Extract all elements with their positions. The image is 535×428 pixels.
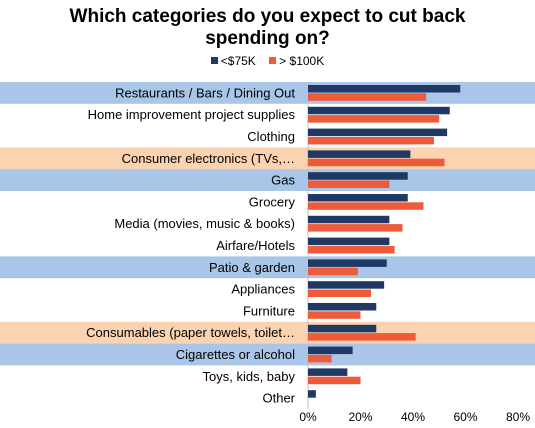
bar-under-75k-appliances [308,281,385,289]
bar-under-75k-grocery [308,194,408,202]
bar-under-75k-airfare-hotels [308,237,390,246]
bar-over-100k-media-movies-music-books [308,224,403,232]
x-tick-label-40: 40% [401,410,425,424]
bar-under-75k-gas [308,172,408,180]
category-label-restaurants-bars-dining-out: Restaurants / Bars / Dining Out [115,85,295,100]
bar-over-100k-grocery [308,202,424,210]
bar-over-100k-clothing [308,136,434,145]
legend: <$75K > $100K [0,54,535,68]
category-label-other: Other [262,391,295,406]
category-label-media-movies-music-books: Media (movies, music & books) [114,216,295,231]
chart-title-line-1: Which categories do you expect to cut ba… [69,6,466,27]
legend-swatch-under-75k [210,57,218,64]
chart-title: Which categories do you expect to cut ba… [0,6,535,50]
bar-under-75k-home-improvement-project-supplies [308,106,450,115]
bar-under-75k-other [308,390,316,398]
legend-label-over-100k: > $100K [279,54,325,68]
bar-over-100k-appliances [308,289,371,297]
chart-title-line-2: spending on? [205,28,330,49]
bar-under-75k-media-movies-music-books [308,215,390,224]
category-label-grocery: Grocery [249,194,296,209]
row-highlight-patio-garden [0,256,535,279]
bar-over-100k-patio-garden [308,267,358,276]
bar-under-75k-clothing [308,128,448,137]
bar-over-100k-consumables-paper-towels-toilet [308,333,416,341]
bar-under-75k-cigarettes-or-alcohol [308,346,353,355]
bar-under-75k-consumer-electronics-tvs [308,150,411,158]
category-label-airfare-hotels: Airfare/Hotels [216,238,295,253]
legend-label-under-75k: <$75K [220,54,256,68]
category-label-toys-kids-baby: Toys, kids, baby [203,369,296,384]
legend-item-over-100k: > $100K [269,54,324,68]
category-label-patio-garden: Patio & garden [209,260,295,275]
legend-item-under-75k: <$75K [210,54,256,68]
bar-over-100k-furniture [308,311,361,319]
bar-over-100k-airfare-hotels [308,245,395,254]
x-tick-label-20: 20% [348,410,372,424]
bar-under-75k-restaurants-bars-dining-out [308,85,461,93]
bar-over-100k-home-improvement-project-supplies [308,115,440,123]
bar-over-100k-gas [308,180,390,188]
bar-over-100k-toys-kids-baby [308,376,361,385]
category-label-appliances: Appliances [231,282,295,297]
bar-under-75k-patio-garden [308,259,387,267]
row-highlight-cigarettes-or-alcohol [0,343,535,366]
category-label-clothing: Clothing [247,129,295,144]
row-highlight-gas [0,169,535,191]
category-label-consumables-paper-towels-toilet: Consumables (paper towels, toilet… [86,325,295,340]
category-label-consumer-electronics-tvs: Consumer electronics (TVs,… [122,151,295,166]
legend-swatch-over-100k [269,57,277,64]
category-label-cigarettes-or-alcohol: Cigarettes or alcohol [176,347,295,362]
bar-under-75k-consumables-paper-towels-toilet [308,324,377,333]
bar-over-100k-cigarettes-or-alcohol [308,354,332,363]
category-label-furniture: Furniture [243,303,295,318]
x-tick-label-60: 60% [453,410,477,424]
category-label-home-improvement-project-supplies: Home improvement project supplies [88,107,296,122]
category-label-gas: Gas [271,173,295,188]
bar-under-75k-toys-kids-baby [308,368,348,376]
bar-over-100k-consumer-electronics-tvs [308,158,445,167]
x-tick-label-0: 0% [299,410,317,424]
x-tick-label-80: 80% [506,410,530,424]
bar-over-100k-restaurants-bars-dining-out [308,93,427,101]
bar-under-75k-furniture [308,303,377,311]
